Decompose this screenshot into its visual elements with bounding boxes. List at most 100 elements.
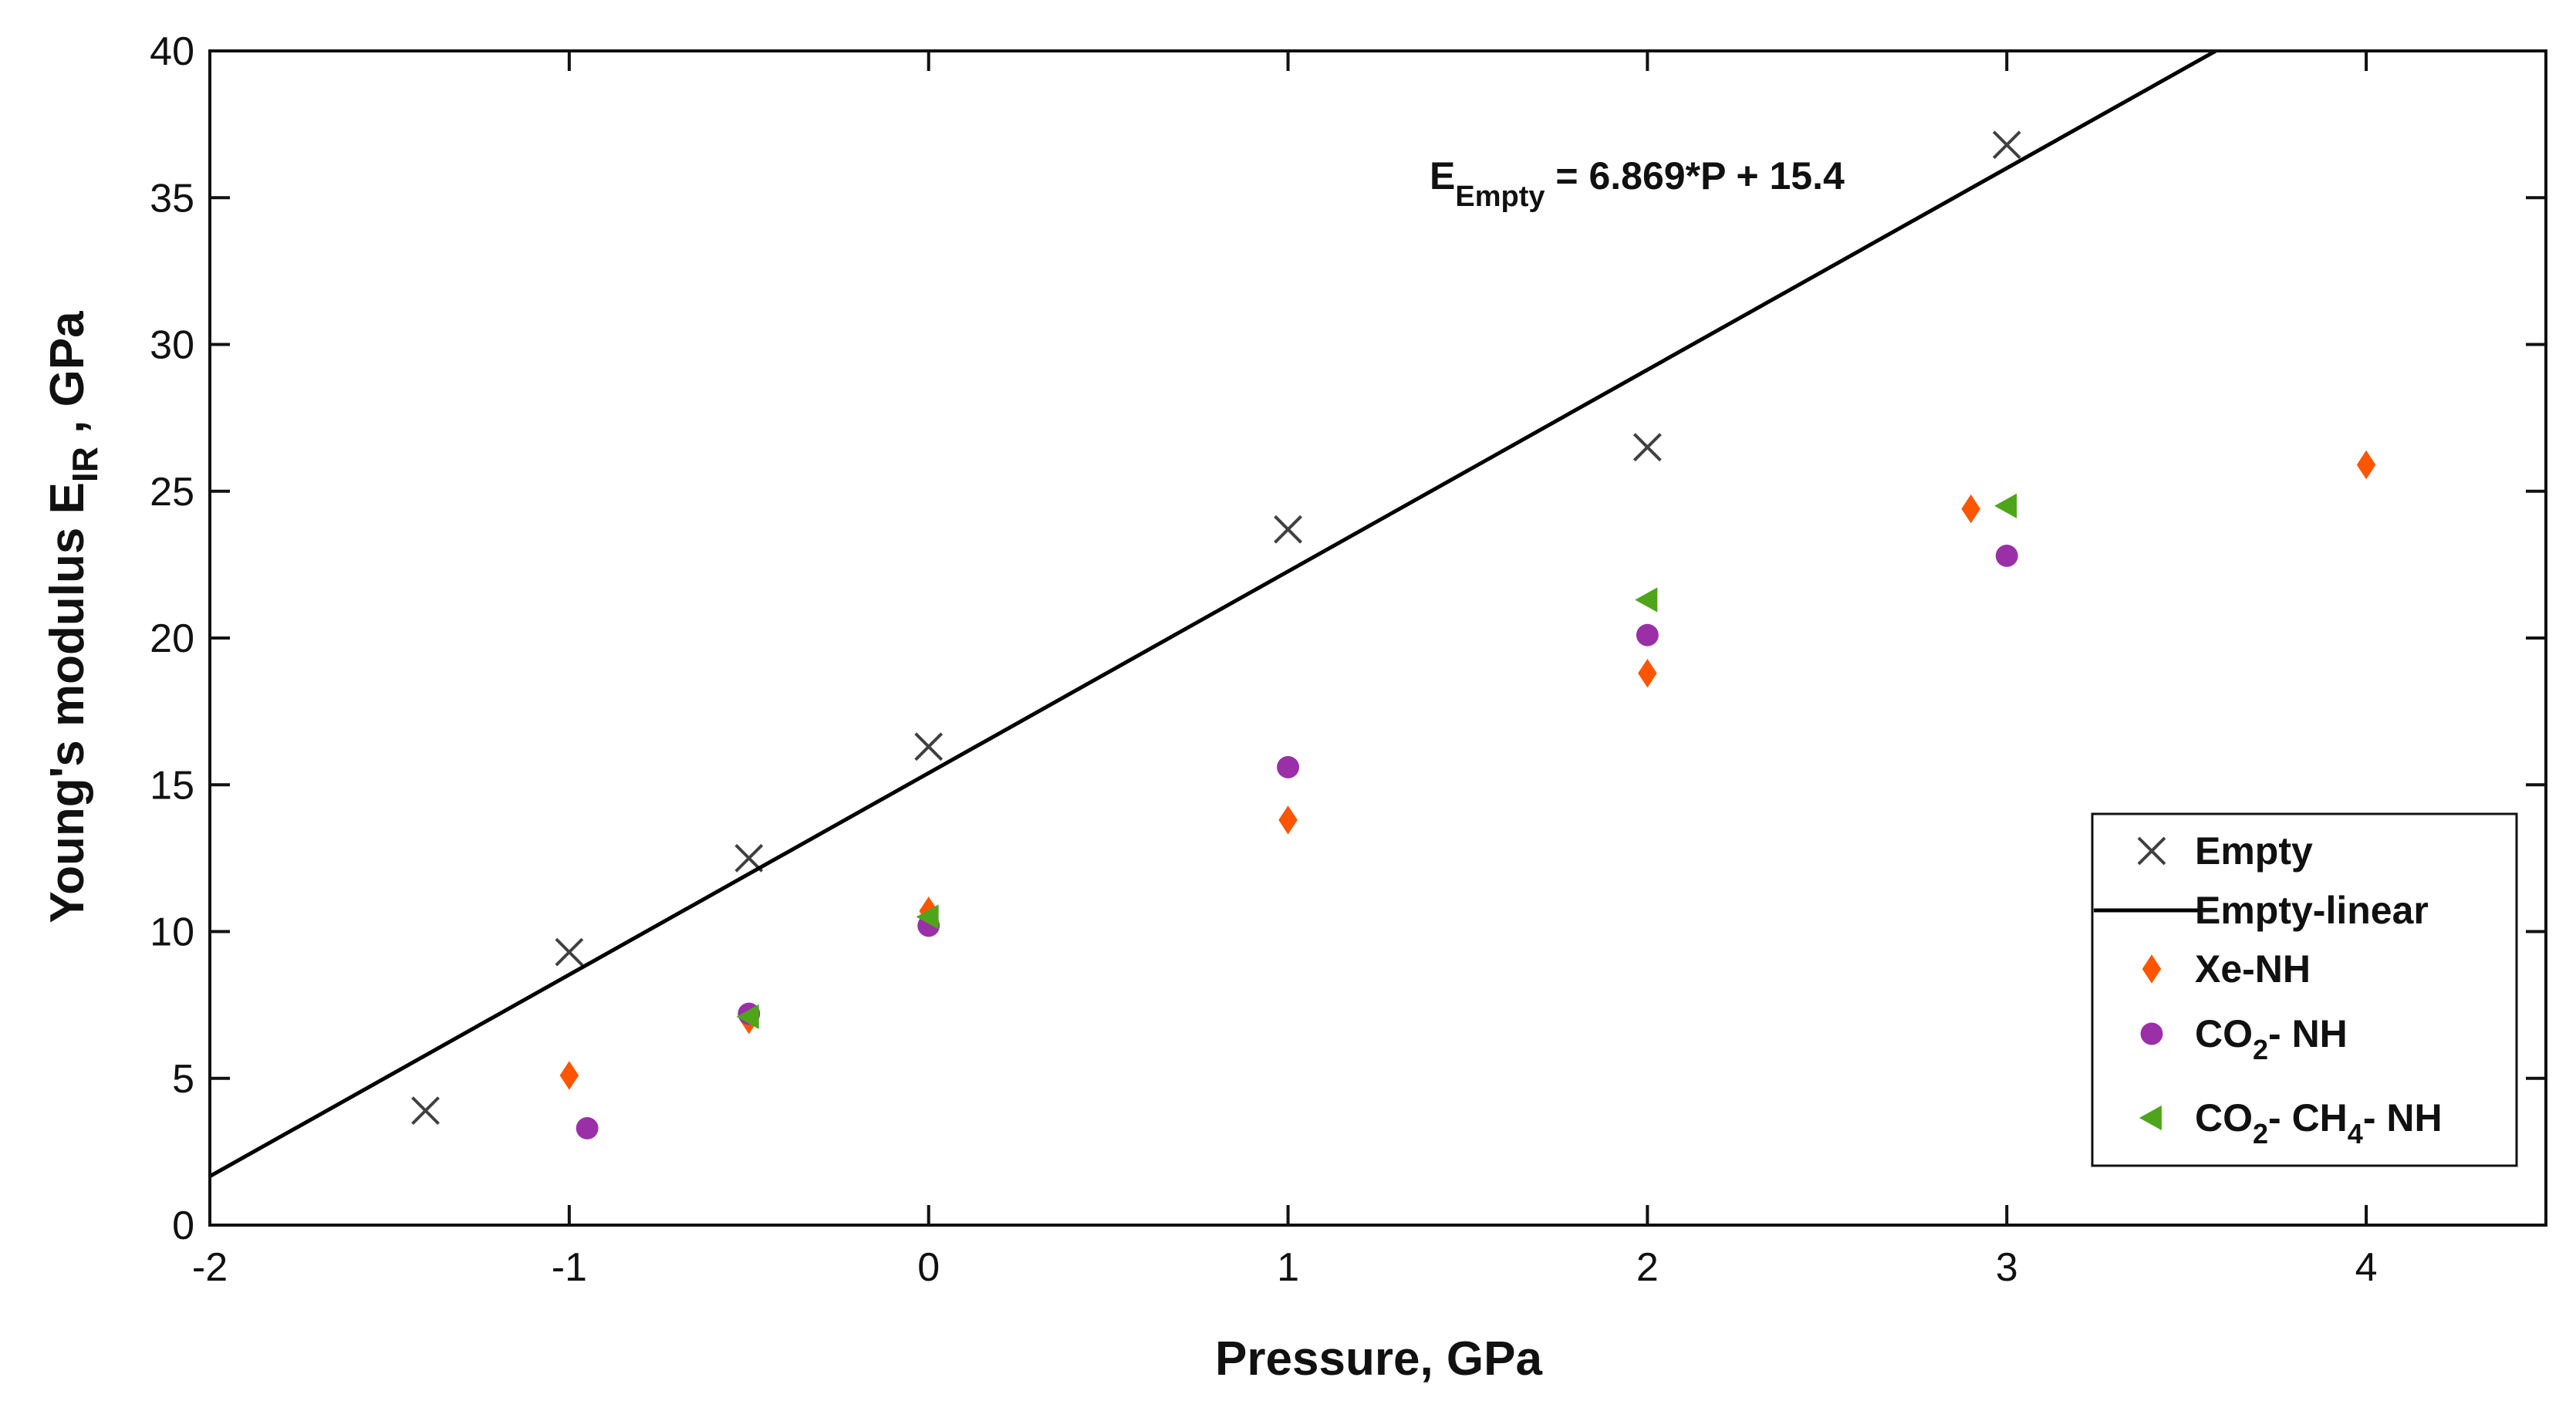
legend-marker-co2-nh-shape [2140, 1022, 2163, 1045]
legend-item-empty-linear: Empty-linear [2094, 889, 2429, 932]
series-xe-nh-point-5 [1961, 494, 1980, 524]
series-empty-point-0-stroke-b [411, 1096, 440, 1126]
legend-marker-xe-nh-shape [2142, 954, 2162, 984]
series-empty-point-1-stroke-b [555, 937, 584, 967]
series-co2-ch4-nh-point-2 [1635, 587, 1658, 613]
series-empty-point-4-stroke-b [1274, 515, 1302, 544]
legend-label-part: CO [2195, 1012, 2253, 1055]
legend-label-empty-linear: Empty-linear [2195, 889, 2429, 932]
series-xe-nh-point-0 [559, 1061, 579, 1090]
series-co2-nh-point-0-shape [576, 1116, 599, 1139]
legend-label-part: Empty-linear [2195, 889, 2429, 932]
legend-label-empty: Empty [2195, 829, 2313, 873]
fit-equation-subscript: Empty [1455, 181, 1545, 213]
x-axis-title: Pressure, GPa [1215, 1332, 1542, 1386]
legend-label-co2-ch4-nh: CO2- CH4- NH [2195, 1096, 2443, 1149]
x-tick-label: 3 [1996, 1245, 2018, 1290]
legend-label-part: 2 [2253, 1034, 2268, 1065]
series-co2-nh-point-3-shape [1277, 755, 1299, 778]
series-empty-point-1 [555, 937, 584, 967]
legend-marker-co2-ch4-nh [2139, 1105, 2162, 1131]
series-co2-ch4-nh-point-1 [916, 904, 939, 930]
y-axis-title-subscript: IR [65, 447, 105, 482]
y-axis-title: Young's modulus EIR , GPa [41, 311, 105, 923]
series-co2-nh-point-0 [576, 1116, 599, 1139]
y-tick-label: 15 [150, 763, 194, 808]
series-empty-point-5 [1632, 433, 1662, 462]
series-empty-point-6-stroke-b [1992, 130, 2021, 160]
legend-label-part: 2 [2253, 1118, 2268, 1149]
x-tick-label: -2 [192, 1245, 228, 1290]
legend-label-xe-nh: Xe-NH [2195, 947, 2311, 991]
series-empty-point-5-stroke-b [1632, 433, 1662, 462]
series-co2-nh-point-3 [1277, 755, 1299, 778]
legend-label-part: CO [2195, 1096, 2253, 1139]
series-xe-nh-point-3-shape [1278, 805, 1298, 835]
legend-item-co2-nh: CO2- NH [2140, 1012, 2348, 1065]
series-co2-ch4-nh [736, 493, 2017, 1029]
series-co2-ch4-nh-point-3-shape [1994, 493, 2017, 518]
y-tick-label: 20 [150, 616, 194, 661]
series-co2-ch4-nh-point-3 [1994, 493, 2017, 518]
legend-label-part: - NH [2268, 1012, 2348, 1055]
legend-item-co2-ch4-nh: CO2- CH4- NH [2139, 1096, 2443, 1149]
y-tick-label: 10 [150, 910, 194, 955]
series-xe-nh-point-6-shape [2356, 450, 2376, 480]
series-xe-nh-point-4 [1638, 658, 1657, 688]
series-xe-nh-point-0-shape [559, 1061, 579, 1090]
series-xe-nh-point-6 [2356, 450, 2376, 480]
fit-equation: EEmpty = 6.869*P + 15.4 [1430, 154, 1845, 213]
series-xe-nh-point-3 [1278, 805, 1298, 835]
y-tick-label: 5 [172, 1057, 194, 1102]
x-tick-label: 0 [917, 1245, 940, 1290]
legend-item-empty: Empty [2137, 829, 2313, 873]
series-co2-nh-point-4 [1636, 623, 1659, 646]
x-tick-label: 1 [1277, 1245, 1299, 1290]
fit-equation-rest: = 6.869*P + 15.4 [1545, 154, 1845, 197]
x-tick-label: -1 [552, 1245, 587, 1290]
fit-equation-main: E [1430, 154, 1455, 197]
legend-label-part: - NH [2363, 1096, 2443, 1139]
series-xe-nh-point-4-shape [1638, 658, 1657, 688]
series-empty-point-4 [1274, 515, 1302, 544]
legend-marker-empty-stroke-b [2137, 836, 2166, 866]
legend-marker-xe-nh [2142, 954, 2162, 984]
series-empty-point-6 [1992, 130, 2021, 160]
series-empty-point-2-stroke-b [734, 843, 764, 873]
y-tick-label: 40 [150, 29, 194, 74]
legend-item-xe-nh: Xe-NH [2142, 947, 2311, 991]
series-empty-point-0 [411, 1096, 440, 1126]
series-empty-linear-line [210, 51, 2220, 1178]
legend-label-part: - CH [2268, 1096, 2348, 1139]
y-tick-label: 0 [172, 1204, 194, 1248]
legend-marker-empty [2137, 836, 2166, 866]
series-empty [411, 130, 2021, 1126]
series-xe-nh-point-5-shape [1961, 494, 1980, 524]
legend-label-part: 4 [2348, 1118, 2363, 1149]
x-tick-label: 4 [2355, 1245, 2378, 1290]
series-co2-nh-point-5-shape [1995, 545, 2018, 567]
series-empty-point-3-stroke-b [914, 732, 944, 761]
series-co2-ch4-nh-point-0 [736, 1004, 759, 1029]
legend-marker-co2-nh [2140, 1022, 2163, 1045]
legend-box [2091, 812, 2518, 1167]
series-co2-ch4-nh-point-2-shape [1635, 587, 1658, 613]
legend-label-co2-nh: CO2- NH [2195, 1012, 2348, 1065]
y-tick-label: 35 [150, 176, 194, 221]
y-axis-title-suffix: , GPa [41, 311, 94, 447]
y-axis-title-main: Young's modulus E [41, 482, 94, 923]
y-tick-label: 25 [150, 470, 194, 515]
series-co2-ch4-nh-point-0-shape [736, 1004, 759, 1029]
series-co2-nh-point-5 [1995, 545, 2018, 567]
series-empty-point-3 [914, 732, 944, 761]
legend-label-part: Empty [2195, 829, 2313, 873]
plot-area [210, 51, 2376, 1178]
legend-marker-co2-ch4-nh-shape [2139, 1105, 2162, 1131]
legend-label-part: Xe-NH [2195, 947, 2311, 991]
series-co2-ch4-nh-point-1-shape [916, 904, 939, 930]
y-tick-label: 30 [150, 323, 194, 368]
